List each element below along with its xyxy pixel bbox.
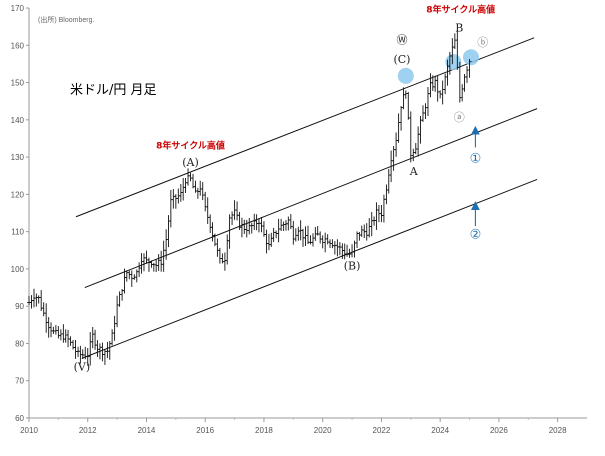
x-tick-label: 2022 — [373, 426, 391, 435]
y-tick-label: 140 — [11, 116, 25, 125]
highlight-circle-1 — [397, 67, 414, 84]
annotation-label: ② — [470, 227, 482, 242]
annotation-label: B — [455, 21, 463, 34]
channel-line-1 — [75, 37, 535, 218]
y-tick-label: 160 — [11, 41, 25, 50]
y-tick-label: 130 — [11, 153, 25, 162]
annotation-label: A — [409, 165, 419, 178]
y-tick-label: 120 — [11, 190, 25, 199]
y-tick-label: 70 — [15, 377, 24, 386]
annotation-label: (B) — [344, 259, 361, 272]
y-tick-label: 150 — [11, 79, 25, 88]
x-tick-label: 2024 — [431, 426, 449, 435]
channel-line-3 — [81, 178, 538, 359]
x-tick-label: 2018 — [255, 426, 273, 435]
y-tick-label: 90 — [15, 302, 24, 311]
channel-line-2 — [84, 108, 538, 289]
annotation-label: ⓑ — [477, 36, 488, 49]
annotation-label: (C) — [393, 53, 410, 66]
axes: 60 70 80 90 100 110 120 130 140 150 160 170 2010 2012… — [11, 4, 587, 435]
source-label: (出所) Bloomberg. — [38, 15, 94, 24]
y-tick-label: 60 — [15, 414, 24, 423]
x-tick-label: 2014 — [138, 426, 156, 435]
annotation-label: 8年サイクル高値 — [426, 3, 495, 15]
annotation-label: Ⓦ — [396, 33, 407, 46]
annotation-label: (Ⅴ) — [74, 360, 91, 373]
x-tick-label: 2012 — [79, 426, 97, 435]
annotation-label: ① — [470, 152, 482, 167]
annotation-label: ⓐ — [454, 111, 465, 124]
y-tick-label: 100 — [11, 265, 25, 274]
x-tick-label: 2026 — [490, 426, 508, 435]
annotation-label: 8年サイクル高値 — [156, 140, 225, 152]
highlight-circle-3 — [462, 49, 479, 66]
y-tick-label: 110 — [11, 228, 24, 237]
y-tick-label: 170 — [11, 4, 25, 13]
y-tick-label: 80 — [15, 339, 24, 348]
x-tick-label: 2016 — [196, 426, 214, 435]
price-bars — [27, 29, 472, 366]
x-tick-label: 2010 — [20, 426, 38, 435]
x-tick-label: 2028 — [549, 426, 567, 435]
chart-title: 米ドル/円 月足 — [70, 83, 157, 98]
annotation-label: (A) — [182, 156, 199, 169]
x-tick-label: 2020 — [314, 426, 332, 435]
chart-annotations: (Ⅴ) (A) 8年サイクル高値 (B) (C) Ⓦ A B 8年サイクル高値 ⓐ ⓑ ① ② — [74, 3, 496, 373]
